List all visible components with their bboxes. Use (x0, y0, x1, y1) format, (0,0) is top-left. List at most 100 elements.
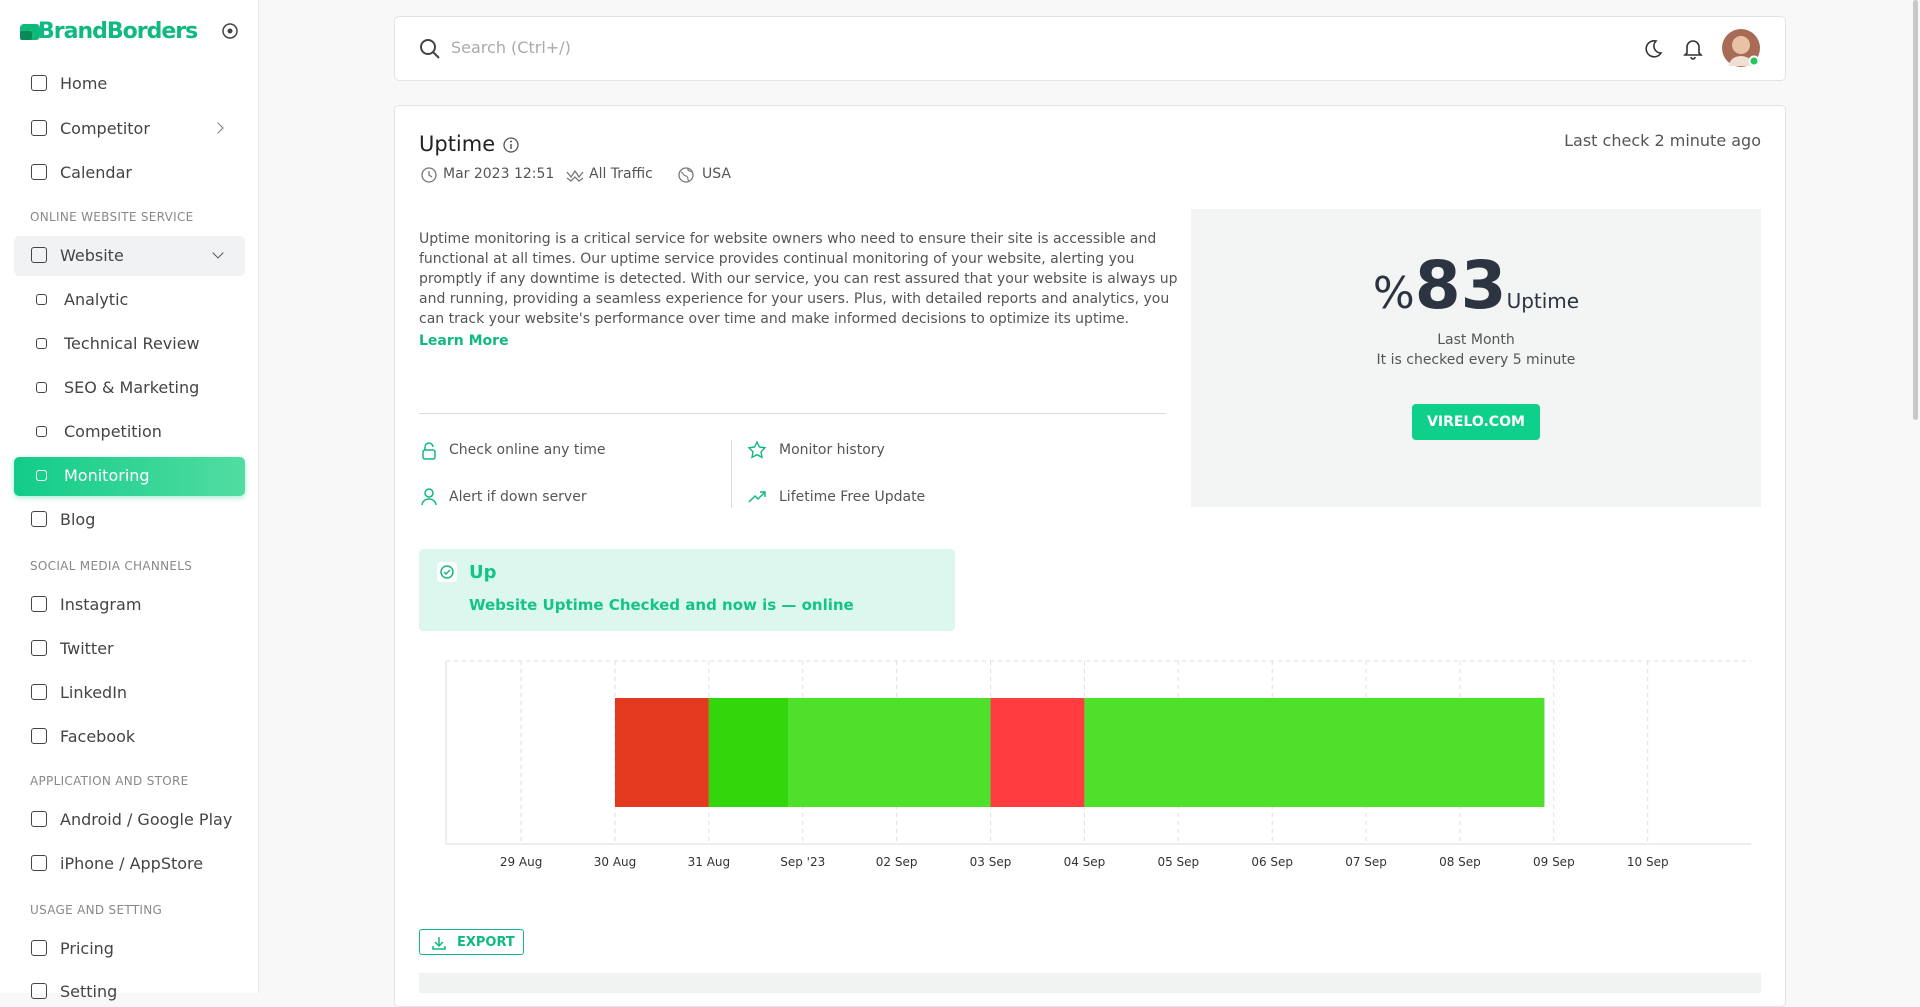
stat-symbol: % (1372, 268, 1415, 319)
nav-icon (31, 596, 47, 612)
nav-item[interactable]: SEO & Marketing (64, 378, 200, 397)
card-title: Uptime (419, 132, 496, 156)
download-icon (432, 937, 446, 950)
feature: Check online any time (449, 442, 606, 458)
nav-icon (36, 426, 47, 437)
x-tick-label: 07 Sep (1345, 855, 1387, 869)
uptime-segment (708, 698, 789, 807)
uptime-segment (990, 698, 1085, 807)
uptime-chart: 29 Aug 30 Aug 31 Aug Sep '23 02 Sep 03 Sep 04 … (445, 660, 1751, 869)
nav-item[interactable]: Competition (64, 422, 162, 441)
info-icon[interactable] (503, 137, 519, 153)
notifications[interactable] (1683, 38, 1703, 60)
uptime-segment (614, 698, 709, 807)
x-tick-label: 09 Sep (1533, 855, 1575, 869)
nav-item[interactable]: Pricing (60, 939, 114, 958)
stat-panel: %83Uptime Last Month It is checked every… (1191, 209, 1761, 507)
nav-open-bg (14, 236, 245, 276)
nav-item[interactable]: Android / Google Play (60, 810, 233, 829)
traffic-icon (566, 169, 584, 182)
nav-item[interactable]: Technical Review (64, 334, 200, 353)
nav-item[interactable]: iPhone / AppStore (60, 854, 204, 873)
nav-item[interactable]: Facebook (60, 727, 136, 746)
nav-icon (31, 940, 47, 956)
search-input[interactable]: Search (Ctrl+/) (451, 38, 571, 57)
nav-item[interactable]: Twitter (60, 639, 114, 658)
divider (419, 413, 1166, 414)
theme-toggle[interactable] (1643, 39, 1663, 59)
nav-icon (31, 855, 47, 871)
nav-item[interactable]: Instagram (60, 595, 142, 614)
chevron-right (212, 122, 224, 134)
feature: Lifetime Free Update (779, 489, 926, 505)
meta-traffic: All Traffic (589, 166, 653, 182)
nav-item[interactable]: Competitor (60, 119, 150, 138)
nav-icon (31, 511, 47, 527)
collapse-toggle[interactable] (222, 23, 238, 39)
status-alert: Up Website Uptime Checked and now is — o… (419, 549, 955, 631)
x-tick-label: Sep '23 (780, 855, 825, 869)
status-message: Website Uptime Checked and now is — onli… (469, 596, 854, 614)
star-icon (747, 440, 767, 459)
nav-icon (36, 338, 47, 349)
nav-item[interactable]: Analytic (64, 290, 129, 309)
status-state: online (801, 596, 854, 614)
nav-icon (31, 247, 47, 263)
nav-icon (36, 382, 47, 393)
stat-figure: %83Uptime (1191, 247, 1761, 324)
site-button[interactable]: VIRELO.COM (1412, 404, 1540, 440)
uptime-segment (1084, 698, 1545, 807)
nav-item[interactable]: Blog (60, 510, 96, 529)
x-tick-label: 05 Sep (1157, 855, 1199, 869)
brand: BrandBorders (38, 19, 198, 44)
x-tick-label: 08 Sep (1439, 855, 1481, 869)
status-text: Website Uptime Checked and now is — (469, 596, 802, 614)
feature-divider (731, 440, 732, 508)
user-icon (421, 488, 437, 506)
table-placeholder (419, 973, 1761, 993)
x-tick-label: 04 Sep (1064, 855, 1106, 869)
x-tick-label: 31 Aug (688, 855, 731, 869)
sidebar: BrandBorders Home Competitor Calendar ONLIN… (0, 0, 259, 1001)
nav-icon (31, 728, 47, 744)
status-title: Up (469, 562, 497, 583)
nav-item[interactable]: LinkedIn (60, 683, 128, 702)
nav-icon (36, 294, 47, 305)
nav-icon (31, 164, 47, 180)
stat-period: Last Month (1437, 332, 1515, 348)
x-tick-label: 10 Sep (1627, 855, 1669, 869)
learn-more[interactable]: Learn More (419, 333, 509, 349)
meta-region: USA (702, 166, 731, 182)
nav-item[interactable]: Monitoring (64, 466, 150, 485)
avatar[interactable] (1721, 28, 1761, 68)
lock-icon (422, 442, 436, 460)
nav-item[interactable]: Website (60, 246, 124, 265)
nav-active-bg (14, 457, 245, 496)
nav-icon (31, 640, 47, 656)
logo-icon (20, 24, 40, 40)
check-icon (437, 562, 457, 582)
export-label: EXPORT (457, 935, 515, 950)
nav-icon (31, 983, 47, 999)
nav-heading: USAGE AND SETTING (30, 903, 163, 917)
nav-icon (31, 684, 47, 700)
export-button[interactable]: EXPORT (419, 929, 524, 955)
stat-frequency: It is checked every 5 minute (1376, 352, 1576, 368)
nav-heading: SOCIAL MEDIA CHANNELS (30, 559, 193, 573)
uptime-segment (788, 698, 991, 807)
x-tick-label: 30 Aug (594, 855, 637, 869)
x-tick-label: 02 Sep (876, 855, 918, 869)
nav-icon (31, 120, 47, 136)
nav-item[interactable]: Setting (60, 982, 118, 1001)
search-icon (420, 39, 440, 59)
nav-heading: APPLICATION AND STORE (30, 774, 189, 788)
trend-icon (748, 491, 766, 503)
stat-unit: Uptime (1506, 289, 1580, 313)
nav-item[interactable]: Home (60, 74, 108, 93)
nav-icon (31, 75, 47, 91)
scrollbar[interactable] (1913, 0, 1918, 420)
nav-item[interactable]: Calendar (60, 163, 132, 182)
clock-icon (421, 167, 437, 183)
nav-icon (31, 811, 47, 827)
